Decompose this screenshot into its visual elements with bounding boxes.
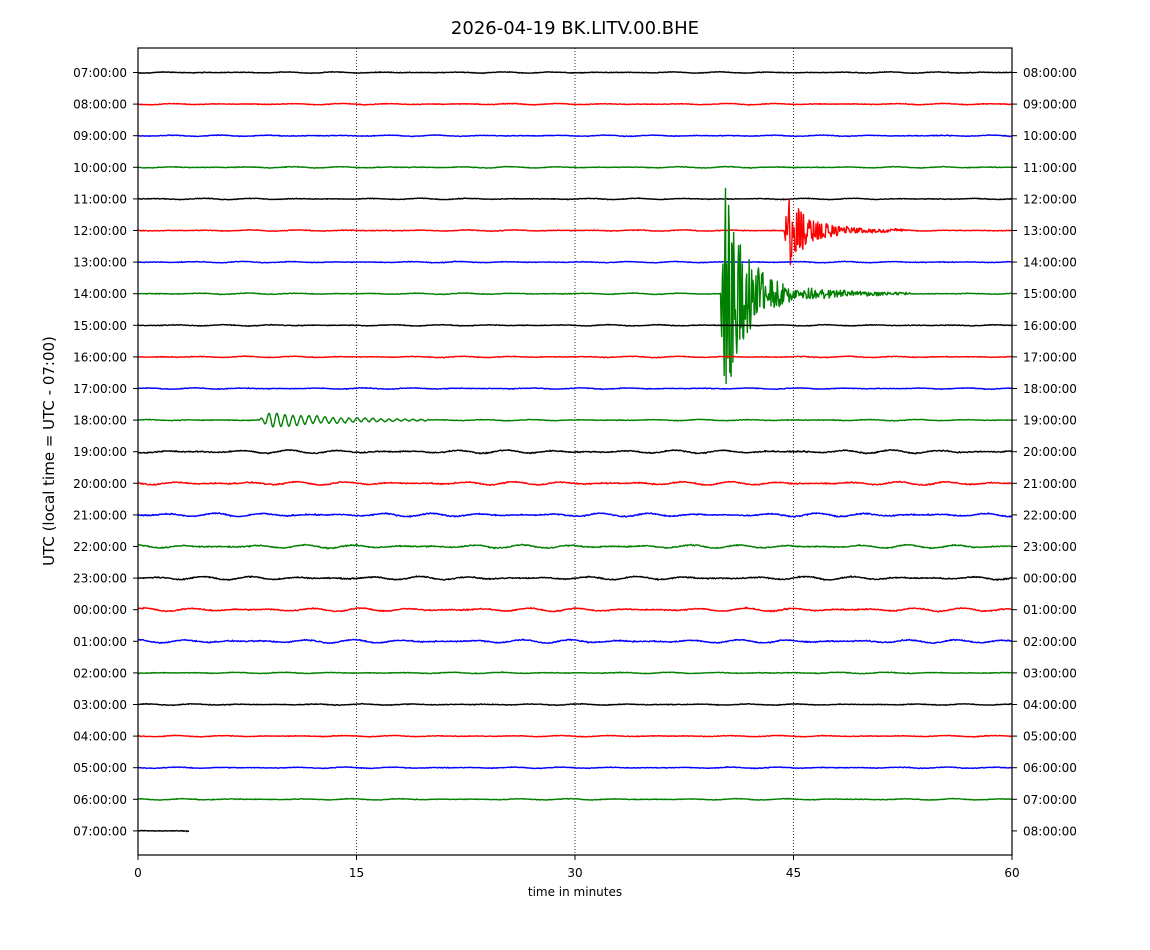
seismogram-traces	[137, 70, 1013, 833]
y-tick-label-left: 17:00:00	[73, 382, 127, 396]
y-tick-label-right: 02:00:00	[1023, 635, 1077, 649]
y-tick-label-left: 03:00:00	[73, 698, 127, 712]
trace-row-0	[137, 70, 1013, 75]
y-tick-label-right: 10:00:00	[1023, 129, 1077, 143]
y-tick-label-right: 23:00:00	[1023, 540, 1077, 554]
y-tick-label-right: 06:00:00	[1023, 761, 1077, 775]
x-tick-label: 15	[349, 866, 364, 880]
trace-row-10	[137, 386, 1013, 391]
y-tick-label-left: 16:00:00	[73, 350, 127, 364]
y-tick-label-right: 01:00:00	[1023, 603, 1077, 617]
y-tick-label-right: 04:00:00	[1023, 698, 1077, 712]
plot-frame	[137, 47, 1013, 856]
y-tick-label-right: 11:00:00	[1023, 161, 1077, 175]
trace-row-16	[137, 575, 1013, 582]
y-tick-label-left: 11:00:00	[73, 192, 127, 206]
trace-row-14	[137, 512, 1013, 518]
y-tick-label-left: 06:00:00	[73, 793, 127, 807]
y-tick-label-right: 08:00:00	[1023, 66, 1077, 80]
y-axis-label: UTC (local time = UTC - 07:00)	[40, 336, 58, 566]
x-axis-label: time in minutes	[528, 885, 622, 899]
y-tick-label-left: 00:00:00	[73, 603, 127, 617]
y-tick-label-left: 05:00:00	[73, 761, 127, 775]
trace-row-9	[137, 355, 1013, 359]
axis-ticks: 0 15 30 45 60 07:00:00 08:00:00 08:00:00 09:00:0…	[73, 66, 1077, 880]
gridlines	[356, 48, 794, 855]
trace-row-1	[137, 102, 1013, 106]
x-tick-label: 30	[567, 866, 582, 880]
trace-row-24	[137, 829, 190, 833]
x-tick-label: 60	[1004, 866, 1019, 880]
y-tick-label-right: 14:00:00	[1023, 256, 1077, 270]
trace-row-15	[137, 543, 1013, 550]
trace-row-22	[137, 766, 1013, 770]
y-tick-label-left: 04:00:00	[73, 730, 127, 744]
y-tick-label-left: 10:00:00	[73, 161, 127, 175]
y-tick-label-right: 15:00:00	[1023, 287, 1077, 301]
trace-row-5	[137, 198, 1013, 266]
y-tick-label-left: 21:00:00	[73, 508, 127, 522]
trace-row-7	[137, 187, 1013, 385]
x-tick-label: 0	[134, 866, 142, 880]
y-tick-label-left: 18:00:00	[73, 414, 127, 428]
y-tick-label-right: 08:00:00	[1023, 824, 1077, 838]
trace-row-2	[137, 134, 1013, 138]
y-tick-label-left: 22:00:00	[73, 540, 127, 554]
y-tick-label-left: 23:00:00	[73, 572, 127, 586]
y-tick-label-right: 13:00:00	[1023, 224, 1077, 238]
trace-row-12	[137, 449, 1013, 455]
trace-row-8	[137, 323, 1013, 327]
y-tick-label-left: 07:00:00	[73, 66, 127, 80]
y-tick-label-left: 01:00:00	[73, 635, 127, 649]
y-tick-label-left: 15:00:00	[73, 319, 127, 333]
y-tick-label-left: 14:00:00	[73, 287, 127, 301]
trace-row-20	[137, 702, 1013, 707]
y-tick-label-right: 00:00:00	[1023, 572, 1077, 586]
x-tick-label: 45	[786, 866, 801, 880]
y-tick-label-left: 19:00:00	[73, 445, 127, 459]
trace-row-18	[137, 638, 1013, 645]
y-tick-label-left: 12:00:00	[73, 224, 127, 238]
trace-row-4	[137, 197, 1013, 201]
trace-row-17	[137, 606, 1013, 613]
y-tick-label-right: 18:00:00	[1023, 382, 1077, 396]
chart-title: 2026-04-19 BK.LITV.00.BHE	[451, 18, 699, 39]
trace-row-11	[137, 412, 1013, 428]
y-tick-label-right: 07:00:00	[1023, 793, 1077, 807]
y-tick-label-right: 16:00:00	[1023, 319, 1077, 333]
y-tick-label-left: 08:00:00	[73, 98, 127, 112]
trace-row-21	[137, 734, 1013, 738]
y-tick-label-left: 20:00:00	[73, 477, 127, 491]
trace-row-3	[137, 165, 1013, 169]
y-tick-label-left: 13:00:00	[73, 256, 127, 270]
y-tick-label-right: 21:00:00	[1023, 477, 1077, 491]
trace-row-23	[137, 797, 1013, 801]
y-tick-label-right: 19:00:00	[1023, 414, 1077, 428]
y-tick-label-left: 07:00:00	[73, 824, 127, 838]
trace-row-13	[137, 480, 1013, 486]
y-tick-label-right: 05:00:00	[1023, 730, 1077, 744]
y-tick-label-right: 22:00:00	[1023, 508, 1077, 522]
y-tick-label-left: 09:00:00	[73, 129, 127, 143]
y-tick-label-right: 12:00:00	[1023, 192, 1077, 206]
trace-row-19	[137, 671, 1013, 675]
y-tick-label-right: 09:00:00	[1023, 98, 1077, 112]
trace-row-6	[137, 260, 1013, 264]
y-tick-label-right: 17:00:00	[1023, 350, 1077, 364]
y-tick-label-right: 03:00:00	[1023, 666, 1077, 680]
y-tick-label-right: 20:00:00	[1023, 445, 1077, 459]
y-tick-label-left: 02:00:00	[73, 666, 127, 680]
